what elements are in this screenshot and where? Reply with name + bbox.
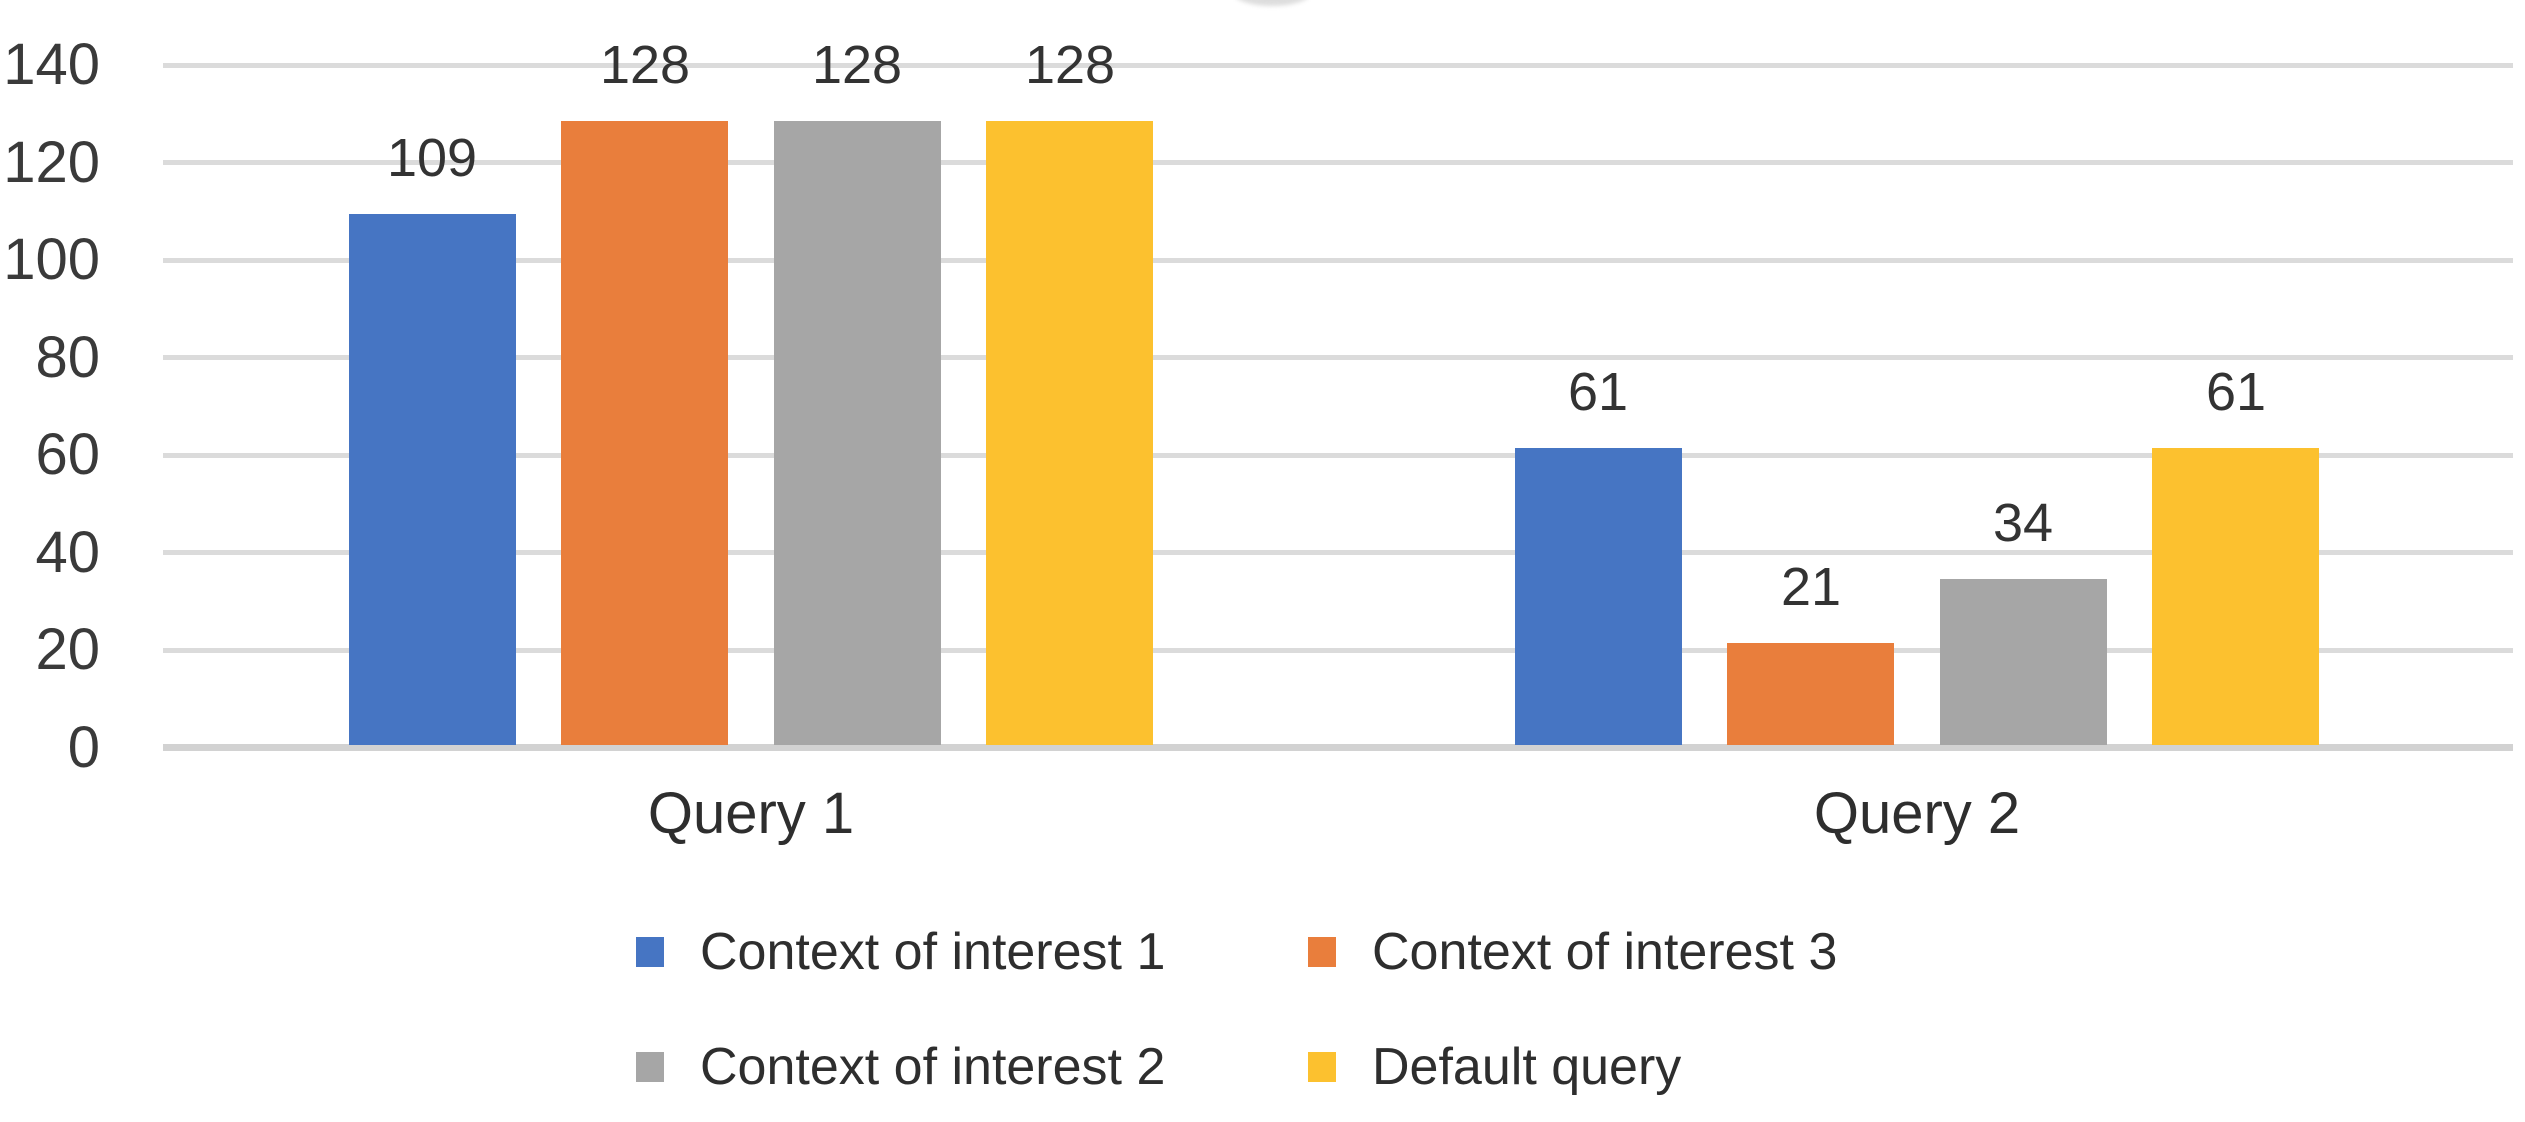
y-tick-label: 80	[35, 325, 100, 390]
y-tick-label: 40	[35, 520, 100, 585]
legend-swatch-yellow	[1308, 1052, 1336, 1082]
legend-swatch-blue	[636, 937, 664, 967]
bar-context-of-interest-3-query-2	[1727, 643, 1894, 745]
gridline	[163, 258, 2513, 263]
y-tick-label: 120	[3, 130, 100, 195]
category-label-query-2: Query 2	[1813, 781, 2021, 846]
data-label: 61	[2205, 362, 2267, 422]
legend-swatch-orange	[1308, 937, 1336, 967]
bar-default-query-query-1	[986, 121, 1153, 745]
legend-label: Context of interest 3	[1372, 923, 1838, 981]
bar-context-of-interest-1-query-1	[349, 214, 516, 745]
gridline	[163, 648, 2513, 653]
legend-label: Context of interest 1	[700, 923, 1166, 981]
gridline	[163, 550, 2513, 555]
bar-context-of-interest-2-query-1	[774, 121, 941, 745]
y-tick-label: 0	[67, 715, 100, 780]
y-tick-label: 20	[35, 617, 100, 682]
bar-default-query-query-2	[2152, 448, 2319, 745]
category-label-query-1: Query 1	[647, 781, 855, 846]
bar-context-of-interest-3-query-1	[561, 121, 728, 745]
gridline	[163, 160, 2513, 165]
bar-context-of-interest-2-query-2	[1940, 579, 2107, 745]
gridline	[163, 453, 2513, 458]
x-axis-line	[163, 744, 2513, 751]
legend-item-default-query: Default query	[1308, 1037, 1681, 1097]
data-label: 128	[599, 35, 691, 95]
data-label: 61	[1567, 362, 1629, 422]
y-tick-label: 140	[3, 32, 100, 97]
legend-item-context-of-interest-1: Context of interest 1	[636, 922, 1165, 982]
legend-label: Context of interest 2	[700, 1038, 1166, 1096]
bar-context-of-interest-1-query-2	[1515, 448, 1682, 745]
legend-swatch-gray	[636, 1052, 664, 1082]
legend-label: Default query	[1372, 1038, 1682, 1096]
y-tick-label: 60	[35, 422, 100, 487]
y-tick-label: 100	[3, 227, 100, 292]
data-label: 21	[1780, 557, 1842, 617]
gridline	[163, 355, 2513, 360]
data-label: 34	[1992, 493, 2054, 553]
cropped-circle-artifact	[1233, 0, 1311, 6]
data-label: 109	[386, 128, 478, 188]
legend-item-context-of-interest-3: Context of interest 3	[1308, 922, 1837, 982]
data-label: 128	[811, 35, 903, 95]
data-label: 128	[1024, 35, 1116, 95]
legend-item-context-of-interest-2: Context of interest 2	[636, 1037, 1165, 1097]
gridline	[163, 63, 2513, 68]
